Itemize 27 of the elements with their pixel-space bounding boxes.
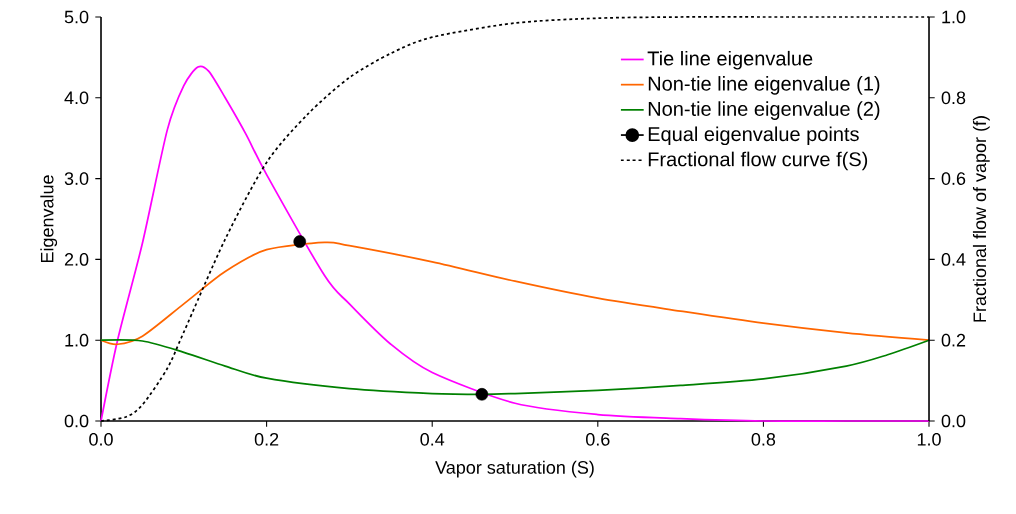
x-axis-title: Vapor saturation (S) (435, 460, 594, 478)
x-tick-label: 0.8 (751, 432, 776, 446)
x-tick-label: 0.6 (586, 432, 610, 446)
legend-label: Non-tie line eigenvalue (2) (648, 101, 880, 120)
y-tick-label: 3.0 (64, 172, 89, 185)
y2-axis-title: Fractional flow of vapor (f) (972, 116, 990, 322)
x-tick-label: 0.2 (254, 432, 279, 446)
y-tick-label: 1.0 (65, 333, 89, 347)
legend-label: Equal eigenvalue points (648, 126, 859, 146)
y-tick-label: 2.0 (64, 253, 89, 266)
y2-tick-label: 0.6 (941, 172, 966, 185)
line-series (100, 241, 930, 346)
y2-tick-label: 1.0 (942, 10, 966, 24)
x-tick-label: 1.0 (917, 432, 941, 446)
x-tick-label: 0.4 (420, 432, 445, 446)
x-tick-label: 0.0 (89, 432, 113, 446)
y-axis-title: Eigenvalue (40, 175, 58, 263)
legend-label: Fractional flow curve f(S) (648, 151, 868, 171)
legend-label: Non-tie line eigenvalue (1) (648, 76, 880, 95)
y2-tick-label: 0.4 (941, 253, 966, 266)
y-tick-label: 5.0 (64, 10, 89, 24)
y-tick-label: 0.0 (64, 414, 89, 428)
legend-label: Tie line eigenvalue (647, 50, 813, 70)
y2-tick-label: 0.2 (941, 333, 966, 347)
y2-tick-label: 0.8 (941, 91, 966, 105)
y2-tick-label: 0.0 (941, 414, 966, 428)
y-tick-label: 4.0 (64, 91, 89, 105)
